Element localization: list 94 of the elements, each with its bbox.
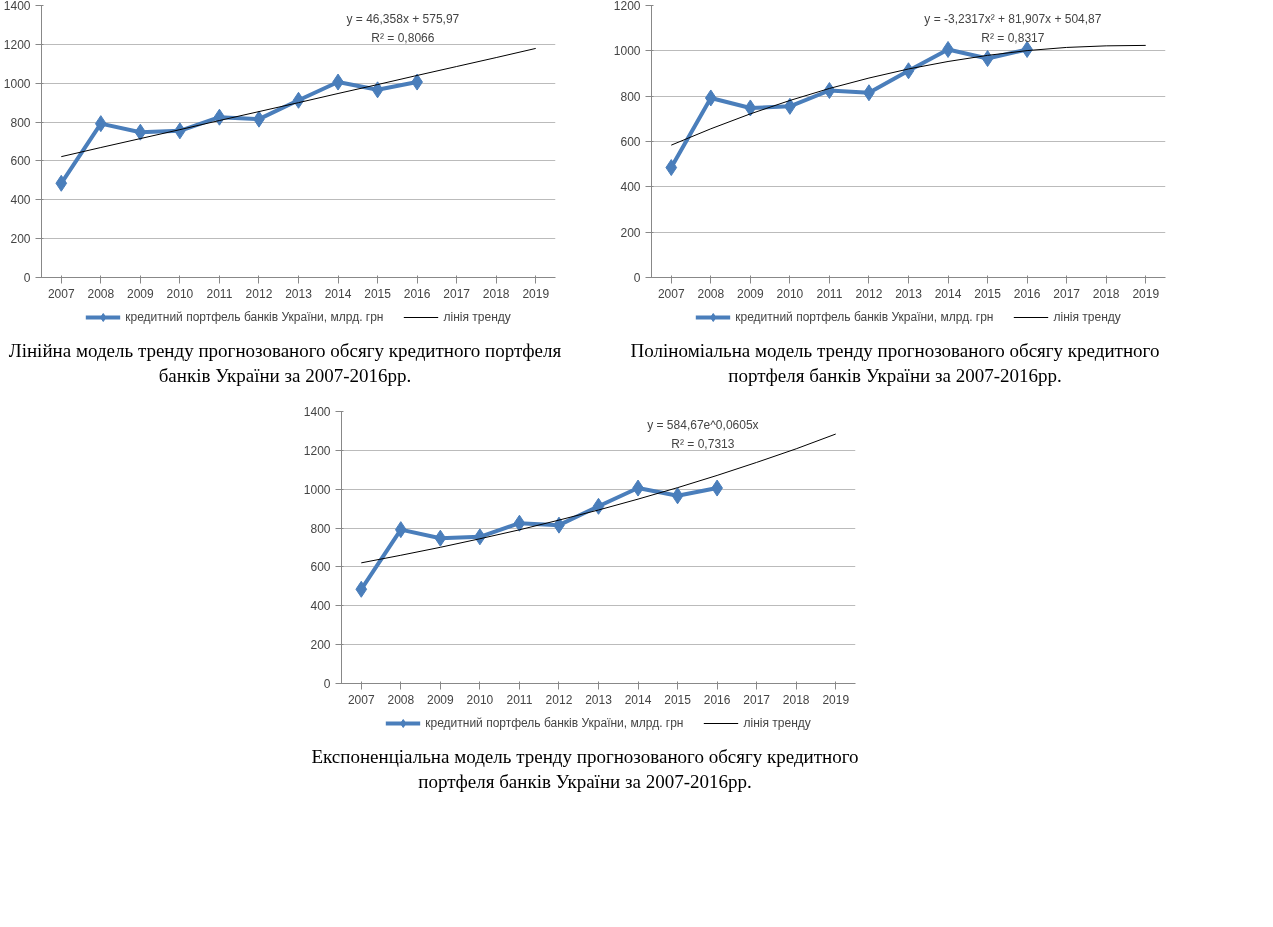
point <box>513 514 526 532</box>
x-tick-label: 2011 <box>816 286 843 301</box>
x-tick-label: 2015 <box>974 286 1002 301</box>
point <box>355 580 368 598</box>
point <box>981 50 994 68</box>
legend-label: лінія тренду <box>1053 310 1121 324</box>
text: Поліноміальна модель тренду прогнозованого обсягу кредитного портфеля банків України за 2007-2016рр. <box>629 339 1161 388</box>
y-tick-label: 600 <box>10 154 31 169</box>
point <box>55 174 68 192</box>
x-tick-label: 2009 <box>427 692 455 707</box>
point <box>592 497 605 515</box>
x-tick-label: 2012 <box>545 692 573 707</box>
x-tick-label: 2008 <box>387 692 415 707</box>
annotation: R² = 0,7313 <box>671 437 735 452</box>
x-tick-label: 2009 <box>127 286 155 301</box>
x-tick-label: 2013 <box>895 286 923 301</box>
x-tick-label: 2018 <box>1092 286 1120 301</box>
x-tick-label: 2013 <box>285 286 313 301</box>
x-tick-label: 2015 <box>364 286 392 301</box>
y-tick-label: 800 <box>10 115 31 130</box>
point <box>671 487 684 505</box>
annotation: y = -3,2317x² + 81,907x + 504,87 <box>924 12 1102 27</box>
x-tick-label: 2015 <box>664 692 692 707</box>
point <box>665 159 678 177</box>
legend-label: кредитний портфель банків України, млрд. грн <box>125 310 384 324</box>
annotation: R² = 0,8317 <box>981 31 1045 46</box>
text: Лінійна модель тренду прогнозованого обсягу кредитного портфеля банків України за 2007-2016рр. <box>7 339 563 388</box>
legend-label: лінія тренду <box>443 310 511 324</box>
x-tick-label: 2011 <box>206 286 233 301</box>
y-tick-label: 0 <box>633 271 641 285</box>
annotation: y = 584,67e^0,0605x <box>647 418 759 433</box>
legend-label: лінія тренду <box>743 716 811 730</box>
x-tick-label: 2012 <box>855 286 883 301</box>
x-tick-label: 2007 <box>347 692 375 707</box>
y-tick-label: 1000 <box>303 482 331 497</box>
y-tick-label: 0 <box>323 677 331 691</box>
y-tick-label: 0 <box>23 271 31 285</box>
x-tick-label: 2009 <box>737 286 765 301</box>
y-tick-label: 200 <box>10 232 31 247</box>
x-tick-label: 2014 <box>934 286 962 301</box>
y-tick-label: 800 <box>620 89 641 104</box>
x-tick-label: 2016 <box>403 286 431 301</box>
x-tick-label: 2016 <box>1013 286 1041 301</box>
annotation: R² = 0,8066 <box>371 31 435 46</box>
legend-label: кредитний портфель банків України, млрд. грн <box>735 310 994 324</box>
x-tick-label: 2019 <box>1132 286 1160 301</box>
point <box>704 89 717 107</box>
point <box>371 81 384 99</box>
x-tick-label: 2019 <box>522 286 550 301</box>
point <box>434 529 447 547</box>
point <box>213 108 226 126</box>
y-tick-label: 1200 <box>613 0 641 13</box>
y-tick-label: 400 <box>10 193 31 208</box>
x-tick-label: 2017 <box>743 692 771 707</box>
y-tick-label: 1400 <box>3 0 31 13</box>
y-tick-label: 1200 <box>3 37 31 52</box>
y-tick-label: 200 <box>310 638 331 653</box>
point <box>744 99 757 117</box>
x-tick-label: 2010 <box>166 286 194 301</box>
x-tick-label: 2019 <box>822 692 850 707</box>
x-tick-label: 2008 <box>697 286 725 301</box>
x-tick-label: 2008 <box>87 286 115 301</box>
x-tick-label: 2017 <box>443 286 471 301</box>
x-tick-label: 2012 <box>245 286 273 301</box>
point <box>134 123 147 141</box>
x-tick-label: 2018 <box>482 286 510 301</box>
x-tick-label: 2018 <box>782 692 810 707</box>
line-series <box>60 47 537 158</box>
y-tick-label: 200 <box>620 225 641 240</box>
x-tick-label: 2010 <box>776 286 804 301</box>
x-tick-label: 2010 <box>466 692 494 707</box>
x-tick-label: 2007 <box>657 286 685 301</box>
y-tick-label: 400 <box>310 599 331 614</box>
point <box>94 115 107 133</box>
y-tick-label: 1200 <box>303 443 331 458</box>
x-tick-label: 2016 <box>703 692 731 707</box>
y-tick-label: 600 <box>310 560 331 575</box>
x-tick-label: 2011 <box>506 692 533 707</box>
legend-label: кредитний портфель банків України, млрд. грн <box>425 716 684 730</box>
x-tick-label: 2014 <box>624 692 652 707</box>
x-tick-label: 2017 <box>1053 286 1081 301</box>
y-tick-label: 1000 <box>3 76 31 91</box>
y-tick-label: 400 <box>620 180 641 195</box>
y-tick-label: 1000 <box>613 44 641 59</box>
x-tick-label: 2014 <box>324 286 352 301</box>
y-tick-label: 800 <box>310 521 331 536</box>
y-tick-label: 600 <box>620 135 641 149</box>
point <box>394 521 407 539</box>
annotation: y = 46,358x + 575,97 <box>346 12 460 27</box>
y-tick-label: 1400 <box>303 405 331 419</box>
text: Експоненціальна модель тренду прогнозованого обсягу кредитного портфеля банків України за 2007-2016рр. <box>310 745 860 794</box>
x-tick-label: 2007 <box>47 286 75 301</box>
line-series <box>360 433 837 564</box>
x-tick-label: 2013 <box>585 692 613 707</box>
